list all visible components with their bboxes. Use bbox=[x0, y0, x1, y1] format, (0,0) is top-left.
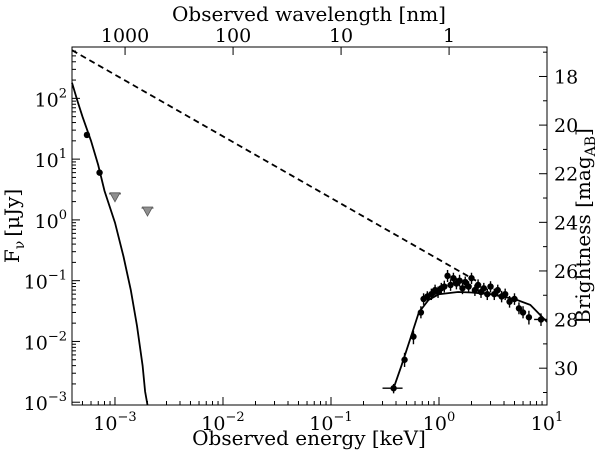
left-axis-label-units: [μJy] bbox=[0, 189, 24, 237]
series-layer bbox=[71, 49, 548, 406]
right-tick-label: 24 bbox=[554, 212, 578, 234]
y-tick-label-base: 10 bbox=[35, 150, 59, 172]
x-tick-label-exponent: −1 bbox=[333, 410, 352, 425]
y-tick-label: 10−1 bbox=[24, 269, 67, 294]
right-tick-label: 28 bbox=[554, 310, 578, 332]
data-point bbox=[441, 283, 448, 290]
data-point bbox=[506, 298, 513, 305]
data-point bbox=[390, 385, 397, 392]
y-tick-label: 101 bbox=[35, 147, 67, 172]
data-point bbox=[410, 333, 417, 340]
x-tick-label-exponent: −2 bbox=[225, 410, 244, 425]
right-axis-label-subscript: AB bbox=[583, 136, 599, 157]
y-tick-label: 100 bbox=[35, 208, 67, 233]
data-point bbox=[494, 286, 501, 294]
bottom-axis-label: Observed energy [keV] bbox=[192, 426, 426, 450]
right-tick-label: 22 bbox=[554, 164, 578, 186]
data-point bbox=[525, 314, 533, 321]
data-point bbox=[462, 278, 469, 286]
data-point bbox=[480, 285, 488, 292]
x-tick-label-base: 10 bbox=[423, 413, 447, 435]
x-tick-label-exponent: 0 bbox=[447, 410, 455, 425]
right-tick-label: 30 bbox=[554, 358, 578, 380]
left-axis-label-prefix: F bbox=[0, 249, 24, 263]
data-point bbox=[519, 309, 527, 316]
x-tick-label-base: 10 bbox=[201, 413, 225, 435]
data-point bbox=[447, 281, 454, 289]
x-tick-label: 101 bbox=[531, 410, 563, 435]
y-tick-label: 10−2 bbox=[24, 329, 67, 354]
y-tick-label-exponent: 0 bbox=[59, 208, 67, 223]
y-tick-label-base: 10 bbox=[24, 393, 48, 415]
data-point bbox=[401, 356, 408, 363]
data-point bbox=[83, 131, 91, 139]
y-tick-label-exponent: 1 bbox=[59, 147, 67, 162]
x-tick-label: 10−2 bbox=[201, 410, 244, 435]
data-point bbox=[501, 290, 509, 298]
data-point bbox=[511, 295, 518, 303]
top-axis-label: Observed wavelength [nm] bbox=[172, 2, 446, 26]
y-tick-label-base: 10 bbox=[35, 211, 59, 233]
y-tick-label-exponent: 2 bbox=[59, 86, 67, 101]
data-point bbox=[474, 281, 482, 289]
right-axis-label: Brightness [magAB] bbox=[571, 128, 599, 324]
data-point bbox=[96, 169, 103, 176]
x-tick-label-base: 10 bbox=[93, 413, 117, 435]
top-tick-label: 1000 bbox=[101, 25, 149, 47]
right-tick-label: 20 bbox=[554, 115, 578, 137]
x-tick-label: 10−3 bbox=[93, 410, 136, 435]
y-tick-label: 10−3 bbox=[24, 390, 67, 415]
data-point bbox=[471, 286, 479, 294]
ticks-layer: 10−3 10−2 10−1 100 10110−310−210−11001011021… bbox=[24, 25, 579, 435]
x-tick-label: 10−1 bbox=[309, 410, 352, 435]
y-tick-label-base: 10 bbox=[24, 272, 48, 294]
right-axis-label-suffix: ] bbox=[571, 128, 595, 136]
data-point bbox=[428, 290, 435, 298]
y-tick-label-exponent: −1 bbox=[48, 269, 67, 284]
top-tick-label: 100 bbox=[215, 25, 251, 47]
data-point bbox=[468, 274, 475, 282]
y-tick-label-exponent: −2 bbox=[48, 329, 67, 344]
x-tick-label-base: 10 bbox=[531, 413, 555, 435]
right-tick-label: 26 bbox=[554, 261, 578, 283]
top-tick-label: 10 bbox=[329, 25, 353, 47]
model-line bbox=[71, 82, 149, 406]
y-tick-label-base: 10 bbox=[24, 332, 48, 354]
model-line-dashed bbox=[71, 49, 477, 282]
top-tick-label: 1 bbox=[443, 25, 455, 47]
data-point bbox=[450, 274, 457, 282]
data-point bbox=[465, 283, 472, 290]
x-tick-label-exponent: 1 bbox=[555, 410, 563, 425]
right-tick-label: 18 bbox=[554, 66, 578, 88]
data-point bbox=[487, 283, 494, 290]
x-tick-label-exponent: −3 bbox=[117, 410, 136, 425]
data-point bbox=[444, 272, 451, 280]
left-axis-label: Fν [μJy] bbox=[0, 189, 28, 263]
left-axis-label-subscript: ν bbox=[12, 241, 28, 250]
y-tick-label-exponent: −3 bbox=[48, 390, 67, 405]
data-point bbox=[456, 277, 463, 284]
x-tick-label-base: 10 bbox=[309, 413, 333, 435]
data-point bbox=[515, 305, 523, 312]
right-axis-label-prefix: Brightness [mag bbox=[571, 156, 595, 324]
y-tick-label: 102 bbox=[35, 86, 67, 111]
upper-limit-marker bbox=[141, 206, 154, 217]
data-point bbox=[417, 309, 425, 316]
data-point bbox=[484, 290, 491, 298]
data-point bbox=[459, 285, 466, 292]
x-tick-label: 100 bbox=[423, 410, 455, 435]
upper-limit-marker bbox=[109, 192, 121, 203]
y-tick-label-base: 10 bbox=[35, 89, 59, 111]
